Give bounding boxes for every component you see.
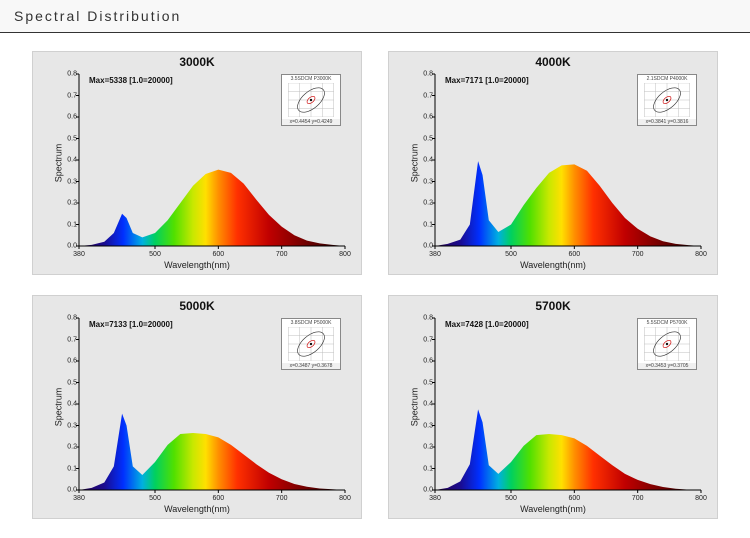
panel-title: 5000K: [33, 299, 361, 313]
y-tick: 0.3: [59, 422, 77, 429]
y-tick: 0.6: [415, 114, 433, 121]
inset-plot: [288, 83, 334, 117]
chromaticity-inset: 3.5SDCM P3000K x=0.4454 y=0.4249: [281, 74, 341, 126]
x-tick: 700: [632, 495, 644, 502]
y-tick: 0.8: [59, 315, 77, 322]
y-tick: 0.8: [415, 315, 433, 322]
x-tick: 600: [568, 251, 580, 258]
panel-0: 3000KSpectrumWavelength(nm)Max=5338 [1.0…: [32, 51, 362, 275]
y-tick: 0.7: [59, 92, 77, 99]
x-axis-label: Wavelength(nm): [33, 260, 361, 270]
max-label: Max=5338 [1.0=20000]: [89, 76, 173, 85]
x-tick: 800: [695, 495, 707, 502]
x-tick: 600: [212, 251, 224, 258]
x-tick: 700: [632, 251, 644, 258]
y-tick: 0.0: [59, 487, 77, 494]
y-tick: 0.5: [415, 135, 433, 142]
y-tick: 0.8: [415, 71, 433, 78]
inset-title: 5.5SDCM P5700K: [638, 320, 696, 326]
y-tick: 0.6: [59, 114, 77, 121]
panel-title: 3000K: [33, 55, 361, 69]
x-axis-label: Wavelength(nm): [389, 260, 717, 270]
x-tick: 380: [429, 251, 441, 258]
inset-plot: [644, 327, 690, 361]
inset-coords: x=0.3453 y=0.3705: [638, 363, 696, 369]
inset-plot: [644, 83, 690, 117]
page-title: Spectral Distribution: [0, 0, 750, 33]
max-label: Max=7133 [1.0=20000]: [89, 320, 173, 329]
x-axis-label: Wavelength(nm): [33, 504, 361, 514]
y-tick: 0.2: [59, 444, 77, 451]
chromaticity-inset: 3.8SDCM P5000K x=0.3487 y=0.3678: [281, 318, 341, 370]
chart-grid: 3000KSpectrumWavelength(nm)Max=5338 [1.0…: [0, 33, 750, 537]
panel-title: 5700K: [389, 299, 717, 313]
x-tick: 380: [429, 495, 441, 502]
y-tick: 0.7: [59, 336, 77, 343]
x-tick: 500: [149, 251, 161, 258]
inset-coords: x=0.4454 y=0.4249: [282, 119, 340, 125]
max-label: Max=7428 [1.0=20000]: [445, 320, 529, 329]
inset-title: 3.8SDCM P5000K: [282, 320, 340, 326]
max-label: Max=7171 [1.0=20000]: [445, 76, 529, 85]
y-tick: 0.3: [415, 422, 433, 429]
panel-title: 4000K: [389, 55, 717, 69]
spectrum-area: [79, 170, 345, 246]
x-tick: 500: [505, 495, 517, 502]
y-tick: 0.0: [59, 243, 77, 250]
x-tick: 500: [149, 495, 161, 502]
y-tick: 0.0: [415, 487, 433, 494]
x-tick: 800: [339, 251, 351, 258]
y-tick: 0.3: [415, 178, 433, 185]
y-tick: 0.1: [415, 465, 433, 472]
y-tick: 0.7: [415, 336, 433, 343]
x-axis-label: Wavelength(nm): [389, 504, 717, 514]
inset-plot: [288, 327, 334, 361]
y-tick: 0.4: [59, 157, 77, 164]
y-tick: 0.7: [415, 92, 433, 99]
x-tick: 500: [505, 251, 517, 258]
x-tick: 600: [212, 495, 224, 502]
x-tick: 800: [339, 495, 351, 502]
y-tick: 0.0: [415, 243, 433, 250]
y-tick: 0.2: [59, 200, 77, 207]
chromaticity-inset: 5.5SDCM P5700K x=0.3453 y=0.3705: [637, 318, 697, 370]
inset-title: 3.5SDCM P3000K: [282, 76, 340, 82]
inset-title: 2.1SDCM P4000K: [638, 76, 696, 82]
chromaticity-inset: 2.1SDCM P4000K x=0.3841 y=0.3816: [637, 74, 697, 126]
y-tick: 0.2: [415, 444, 433, 451]
y-tick: 0.6: [59, 358, 77, 365]
x-tick: 600: [568, 495, 580, 502]
y-tick: 0.2: [415, 200, 433, 207]
panel-1: 4000KSpectrumWavelength(nm)Max=7171 [1.0…: [388, 51, 718, 275]
x-tick: 380: [73, 251, 85, 258]
spectrum-area: [79, 414, 345, 490]
panel-2: 5000KSpectrumWavelength(nm)Max=7133 [1.0…: [32, 295, 362, 519]
y-tick: 0.1: [59, 465, 77, 472]
y-tick: 0.6: [415, 358, 433, 365]
y-tick: 0.4: [415, 157, 433, 164]
y-tick: 0.8: [59, 71, 77, 78]
y-tick: 0.3: [59, 178, 77, 185]
spectrum-area: [435, 409, 701, 490]
y-tick: 0.5: [415, 379, 433, 386]
y-tick: 0.1: [415, 221, 433, 228]
y-tick: 0.4: [415, 401, 433, 408]
y-tick: 0.4: [59, 401, 77, 408]
y-tick: 0.5: [59, 379, 77, 386]
y-tick: 0.5: [59, 135, 77, 142]
x-tick: 800: [695, 251, 707, 258]
y-tick: 0.1: [59, 221, 77, 228]
x-tick: 380: [73, 495, 85, 502]
x-tick: 700: [276, 495, 288, 502]
spectrum-area: [435, 161, 701, 246]
inset-coords: x=0.3841 y=0.3816: [638, 119, 696, 125]
panel-3: 5700KSpectrumWavelength(nm)Max=7428 [1.0…: [388, 295, 718, 519]
x-tick: 700: [276, 251, 288, 258]
inset-coords: x=0.3487 y=0.3678: [282, 363, 340, 369]
